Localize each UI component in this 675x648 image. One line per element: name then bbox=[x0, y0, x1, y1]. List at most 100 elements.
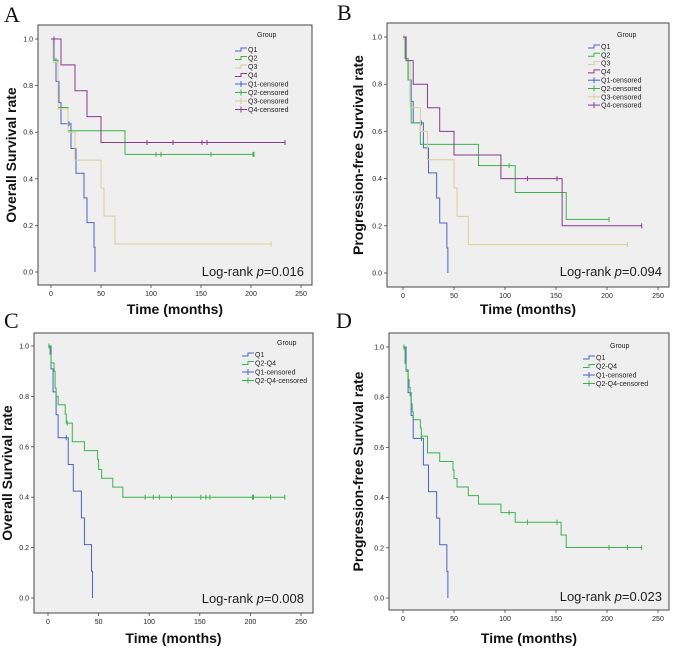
legend-swatch-icon bbox=[242, 352, 254, 357]
x-tick-label: 250 bbox=[295, 291, 307, 298]
legend-swatch-icon bbox=[235, 64, 247, 69]
y-tick-label: 0.2 bbox=[19, 545, 29, 552]
panel-letter: D bbox=[336, 308, 352, 333]
x-tick-label: 50 bbox=[95, 619, 103, 626]
x-tick-label: 150 bbox=[550, 616, 562, 623]
x-tick-label: 100 bbox=[499, 293, 511, 300]
x-tick-label: 200 bbox=[245, 619, 257, 626]
x-tick-label: 200 bbox=[245, 291, 257, 298]
x-axis-label: Time (months) bbox=[127, 301, 223, 317]
legend-swatch-icon bbox=[235, 73, 247, 77]
legend-swatch-icon bbox=[583, 364, 595, 368]
y-tick-label: 0.0 bbox=[19, 596, 29, 603]
legend-item: Q2 bbox=[248, 56, 257, 63]
legend-item: Q3 bbox=[601, 61, 610, 68]
plot-area bbox=[33, 332, 314, 614]
legend-item-censored: Q2-censored bbox=[248, 90, 289, 97]
legend-swatch-icon bbox=[588, 69, 600, 74]
legend-swatch-icon bbox=[588, 52, 600, 57]
x-tick-label: 0 bbox=[49, 291, 53, 298]
legend-item: Q3 bbox=[248, 64, 257, 71]
log-rank-value: =0.023 bbox=[622, 589, 662, 604]
y-tick-label: 1.0 bbox=[19, 344, 29, 351]
y-tick-label: 0.0 bbox=[372, 271, 382, 278]
panel-a: A 0.0 0.2 0.4 0.6 0.8 1.0 0 50 100 150 200 250 Overal… bbox=[3, 2, 313, 317]
y-tick-label: 0.0 bbox=[23, 270, 33, 277]
log-rank-annotation: Log-rank p=0.094 bbox=[560, 264, 662, 279]
log-rank-p: p bbox=[614, 264, 622, 279]
y-tick-label: 0.2 bbox=[372, 223, 382, 230]
survival-curve-q2-q4 bbox=[403, 346, 642, 549]
y-tick-label: 0.8 bbox=[19, 394, 29, 401]
legend-item-censored: Q1-censored bbox=[248, 82, 289, 89]
x-tick-label: 100 bbox=[145, 291, 157, 298]
x-tick-label: 0 bbox=[401, 293, 405, 300]
survival-curve-q4 bbox=[403, 36, 642, 227]
legend-item: Q4 bbox=[248, 73, 257, 80]
legend-swatch-icon bbox=[588, 61, 600, 66]
legend-item: Q2-Q4 bbox=[255, 361, 276, 368]
y-axis-label: Overall Survival rate bbox=[3, 87, 19, 223]
legend-item-censored: Q2-censored bbox=[601, 86, 642, 93]
legend-item-censored: Q2-Q4-censored bbox=[255, 378, 307, 385]
legend-swatch-icon bbox=[583, 355, 595, 360]
y-tick-label: 1.0 bbox=[374, 345, 384, 352]
x-tick-label: 0 bbox=[401, 616, 405, 623]
y-tick-label: 1.0 bbox=[23, 37, 33, 44]
survival-curve-q3 bbox=[51, 38, 271, 245]
panel-letter: C bbox=[4, 308, 19, 333]
legend-swatch-icon bbox=[242, 361, 254, 365]
x-tick-label: 200 bbox=[601, 616, 613, 623]
log-rank-annotation: Log-rank p=0.008 bbox=[202, 591, 304, 606]
legend-title: Group bbox=[257, 32, 277, 39]
y-tick-label: 0.4 bbox=[374, 495, 384, 502]
log-rank-annotation: Log-rank p=0.016 bbox=[202, 264, 304, 279]
legend-item-censored: Q4-censored bbox=[248, 107, 289, 114]
y-tick-label: 0.8 bbox=[23, 83, 33, 90]
legend-title: Group bbox=[277, 340, 297, 347]
panel-c: C 0.0 0.2 0.4 0.6 0.8 1.0 0 50 100 150 200 250 Overal… bbox=[0, 308, 314, 646]
x-axis-label: Time (months) bbox=[480, 301, 576, 317]
y-tick-label: 0.4 bbox=[372, 176, 382, 183]
y-tick-label: 0.4 bbox=[23, 176, 33, 183]
survival-curve-q2-q4 bbox=[48, 345, 285, 498]
survival-curve-q1 bbox=[48, 345, 94, 598]
legend-item-censored: Q1-censored bbox=[255, 370, 296, 377]
legend-swatch-icon bbox=[588, 44, 600, 49]
plot-area bbox=[386, 22, 670, 288]
legend-item: Q4 bbox=[601, 69, 610, 76]
y-axis-label: Overall Survival rate bbox=[0, 405, 15, 541]
x-tick-label: 150 bbox=[194, 619, 206, 626]
legend-item: Q1 bbox=[248, 47, 257, 54]
x-tick-label: 0 bbox=[46, 619, 50, 626]
survival-curve-q2 bbox=[403, 36, 610, 220]
legend-item-censored: Q1-censored bbox=[596, 373, 637, 380]
x-tick-label: 50 bbox=[450, 616, 458, 623]
y-tick-label: 0.6 bbox=[372, 129, 382, 136]
y-tick-label: 0.6 bbox=[374, 445, 384, 452]
legend-item: Q2 bbox=[601, 52, 610, 59]
y-tick-label: 0.2 bbox=[23, 223, 33, 230]
legend-item-censored: Q1-censored bbox=[601, 78, 642, 85]
survival-curve-q1 bbox=[51, 38, 96, 272]
log-rank-value: =0.016 bbox=[264, 264, 304, 279]
y-tick-label: 1.0 bbox=[372, 35, 382, 42]
y-tick-label: 0.0 bbox=[374, 596, 384, 603]
log-rank-p: p bbox=[256, 264, 264, 279]
legend-title: Group bbox=[617, 32, 637, 39]
legend-item-censored: Q4-censored bbox=[601, 103, 642, 110]
legend-item-censored: Q2-Q4-censored bbox=[596, 381, 648, 388]
log-rank-prefix: Log-rank bbox=[560, 264, 615, 279]
legend-item: Q2-Q4 bbox=[596, 364, 617, 371]
y-axis-label: Progression-free Survival rate bbox=[350, 371, 366, 571]
log-rank-prefix: Log-rank bbox=[202, 591, 257, 606]
legend-item: Q1 bbox=[596, 355, 605, 362]
legend-item-censored: Q3-censored bbox=[248, 99, 289, 106]
survival-curve-q4 bbox=[51, 38, 285, 143]
legend-item-censored: Q3-censored bbox=[601, 94, 642, 101]
y-tick-label: 0.8 bbox=[372, 82, 382, 89]
log-rank-p: p bbox=[614, 589, 622, 604]
x-tick-label: 50 bbox=[450, 293, 458, 300]
x-tick-label: 100 bbox=[143, 619, 155, 626]
x-tick-label: 200 bbox=[601, 293, 613, 300]
